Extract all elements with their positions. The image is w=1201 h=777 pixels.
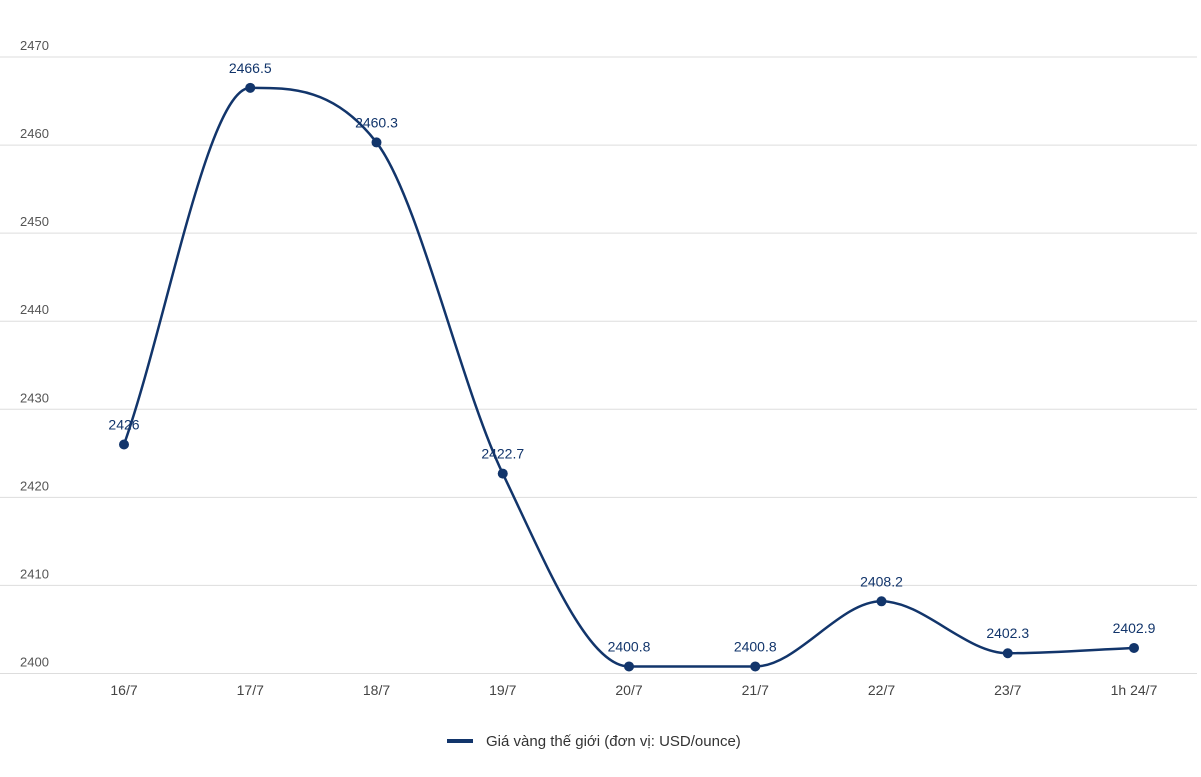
legend: Giá vàng thế giới (đơn vị: USD/ounce) [447,733,741,750]
y-tick-label: 2430 [20,390,49,405]
data-label: 2460.3 [355,114,398,130]
data-label: 2400.8 [734,638,777,654]
x-tick-label: 1h 24/7 [1111,682,1158,698]
x-tick-label: 16/7 [110,682,137,698]
y-tick-label: 2420 [20,478,49,493]
y-tick-label: 2460 [20,126,49,141]
y-tick-label: 2470 [20,38,49,53]
data-point [1129,642,1139,653]
data-label: 2402.9 [1113,620,1156,636]
data-label: 2422.7 [481,446,524,462]
data-labels: 2426 2466.5 2460.3 2422.7 2400.8 2400.8 2408.2… [108,60,1155,655]
data-label: 2426 [108,417,139,433]
data-point [371,137,382,148]
y-axis-ticks: 2400 2410 2420 2430 2440 2450 2460 2470 [20,38,49,670]
x-tick-label: 17/7 [237,682,264,698]
y-tick-label: 2410 [20,566,49,581]
x-tick-label: 19/7 [489,682,516,698]
legend-label: Giá vàng thế giới (đơn vị: USD/ounce) [486,733,741,750]
x-tick-label: 23/7 [994,682,1021,698]
grid-lines [0,56,1197,674]
data-point [1002,648,1013,659]
x-axis-ticks: 16/7 17/7 18/7 19/7 20/7 21/7 22/7 23/7 1h 24/7 [110,682,1157,698]
data-label: 2400.8 [608,638,651,654]
data-point [497,468,508,479]
y-tick-label: 2450 [20,214,49,229]
data-point [119,439,129,450]
x-tick-label: 22/7 [868,682,895,698]
data-label: 2408.2 [860,573,903,589]
x-tick-label: 20/7 [615,682,642,698]
series-line [122,86,1135,668]
y-tick-label: 2400 [20,655,49,670]
data-label: 2466.5 [229,60,272,76]
data-point [750,661,761,672]
y-tick-label: 2440 [20,302,49,317]
x-tick-label: 18/7 [363,682,390,698]
data-point [876,596,887,607]
data-point [624,661,634,672]
x-tick-label: 21/7 [742,682,769,698]
data-label: 2402.3 [986,625,1029,641]
series-group [119,82,1139,672]
data-point [245,82,256,93]
